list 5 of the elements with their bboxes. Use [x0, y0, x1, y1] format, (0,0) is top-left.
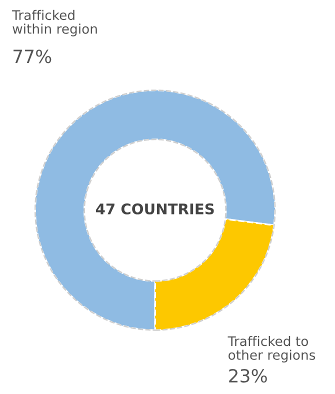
- data-label: 77%: [14, 50, 52, 64]
- slice-label: Trafficked within region: [12, 10, 97, 36]
- data-label: 23%: [229, 368, 267, 383]
- text: 47 COUNTRIES: [96, 203, 214, 214]
- slice-label: Trafficked to other regions: [228, 336, 316, 362]
